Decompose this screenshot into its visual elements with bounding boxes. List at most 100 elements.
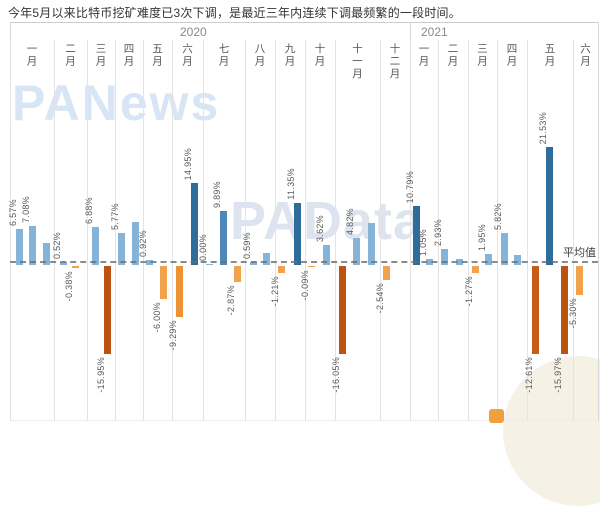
difficulty-bar-2020-八月-2 — [263, 253, 270, 265]
difficulty-bar-2020-八月-1 — [250, 262, 257, 265]
bar-value-text: -0.38% — [63, 271, 74, 302]
month-label: 十月 — [305, 43, 335, 87]
month-label-text: 三月 — [476, 43, 488, 68]
month-label: 一月 — [410, 43, 438, 87]
bar-value-text: 0.59% — [241, 231, 252, 259]
bar-value-label: 0.00% — [196, 234, 209, 261]
bar-value-label: -16.05% — [329, 357, 342, 393]
month-label: 九月 — [275, 43, 305, 87]
difficulty-bar-2021-五月-3 — [561, 266, 568, 354]
chart-title: 今年5月以来比特币挖矿难度已3次下调，是最近三年内连续下调最频繁的一段时间。 — [8, 6, 461, 20]
bar-value-label: -12.61% — [522, 357, 535, 393]
difficulty-bar-2020-十一月-3 — [368, 223, 375, 265]
bar-value-label: 6.57% — [6, 199, 19, 226]
bar-value-label: -9.29% — [166, 320, 179, 350]
bar-value-text: 5.77% — [109, 202, 120, 230]
month-column-2020-6 — [172, 40, 204, 421]
month-column-2020-1 — [10, 40, 55, 421]
bar-value-label: -0.09% — [298, 270, 311, 300]
bar-value-label: 0.59% — [240, 232, 253, 259]
bar-value-label: -2.54% — [373, 283, 386, 313]
bar-value-label: 5.77% — [108, 203, 121, 230]
bar-value-text: 4.82% — [344, 207, 355, 235]
bar-value-text: 1.05% — [417, 228, 428, 256]
month-label: 四月 — [497, 43, 527, 87]
month-column-2021-16 — [497, 40, 528, 421]
difficulty-bar-2021-四月-1 — [501, 233, 508, 265]
bar-value-text: 7.08% — [20, 195, 31, 223]
difficulty-bar-2021-五月-1 — [532, 266, 539, 354]
bar-value-text: -12.61% — [523, 357, 534, 393]
difficulty-bar-2020-四月-2 — [132, 222, 139, 265]
month-column-2021-18 — [573, 40, 599, 421]
month-column-2020-5 — [143, 40, 173, 421]
month-label: 二月 — [438, 43, 468, 87]
difficulty-bar-2020-二月-2 — [72, 266, 79, 268]
bar-value-text: -2.87% — [225, 285, 236, 316]
bar-chart-plot-area: 2020 2021 一月 6.57% 7.08% 二月 0.52% -0.38% 三月 6.88%… — [6, 25, 599, 421]
bar-value-label: 7.08% — [19, 196, 32, 223]
bar-value-text: -6.00% — [151, 302, 162, 333]
bar-value-label: 3.62% — [313, 215, 326, 242]
bar-value-text: 21.53% — [537, 111, 548, 144]
bar-value-label: 21.53% — [536, 112, 549, 144]
month-column-2021-14 — [438, 40, 469, 421]
month-label-text: 四月 — [122, 43, 135, 68]
month-label: 三月 — [87, 43, 115, 87]
year-label-2020: 2020 — [180, 25, 207, 39]
bar-value-label: -1.27% — [462, 276, 475, 306]
bar-value-text: 6.57% — [7, 198, 18, 226]
bar-value-text: -5.30% — [567, 298, 578, 329]
bar-value-text: 9.89% — [211, 180, 222, 208]
month-label: 十一月 — [335, 43, 380, 87]
month-label: 六月 — [573, 43, 598, 87]
month-column-2021-15 — [468, 40, 498, 421]
bar-value-label: -15.95% — [94, 357, 107, 393]
difficulty-bar-2020-四月-1 — [118, 233, 125, 265]
bar-value-label: 9.89% — [210, 181, 223, 208]
bar-value-label: 0.52% — [50, 232, 63, 259]
difficulty-bar-2020-十月-2 — [323, 245, 330, 265]
average-dashed-line — [10, 261, 598, 263]
difficulty-bar-2020-三月-2 — [104, 266, 111, 354]
bar-value-text: 6.88% — [83, 196, 94, 224]
month-label-text: 五月 — [151, 43, 163, 68]
bar-value-text: 3.62% — [314, 214, 325, 242]
difficulty-bar-2020-三月-1 — [92, 227, 99, 265]
bar-value-label: 2.93% — [431, 219, 444, 246]
month-column-2020-4 — [115, 40, 144, 421]
bar-value-label: 14.95% — [181, 148, 194, 180]
bar-value-label: -2.87% — [224, 285, 237, 315]
bar-value-label: -5.30% — [566, 298, 579, 328]
difficulty-bar-2020-七月-1 — [206, 264, 213, 265]
bar-value-text: -1.27% — [463, 276, 474, 307]
average-line-label: 平均值 — [563, 247, 596, 259]
bar-value-text: -0.09% — [299, 270, 310, 301]
month-column-2020-9 — [275, 40, 306, 421]
chart-top-border — [10, 22, 598, 23]
month-label-text: 十月 — [313, 43, 326, 68]
bar-value-text: 0.92% — [137, 229, 148, 257]
bar-value-text: 10.79% — [404, 170, 415, 203]
month-column-2020-3 — [87, 40, 116, 421]
bar-value-label: 10.79% — [403, 171, 416, 203]
bar-value-text: -15.95% — [95, 357, 106, 393]
difficulty-bar-2021-三月-2 — [485, 254, 492, 265]
month-label: 七月 — [203, 43, 245, 87]
month-label-text: 二月 — [64, 43, 76, 68]
bar-value-label: -6.00% — [150, 302, 163, 332]
month-label-text: 七月 — [217, 43, 230, 68]
month-label-text: 四月 — [505, 43, 518, 68]
difficulty-bar-2020-九月-1 — [278, 266, 285, 273]
month-label-text: 二月 — [446, 43, 459, 68]
difficulty-bar-2020-二月-1 — [60, 262, 67, 265]
bar-value-text: 0.52% — [51, 231, 62, 259]
month-label: 四月 — [115, 43, 143, 87]
bar-value-label: 0.92% — [136, 230, 149, 257]
difficulty-bar-2020-一月-2 — [29, 226, 36, 265]
difficulty-bar-2020-六月-1 — [176, 266, 183, 317]
bar-value-label: -1.21% — [268, 276, 281, 306]
month-label: 一月 — [10, 43, 54, 87]
difficulty-bar-2020-十二月-1 — [383, 266, 390, 280]
difficulty-bar-2020-六月-2 — [191, 183, 198, 265]
